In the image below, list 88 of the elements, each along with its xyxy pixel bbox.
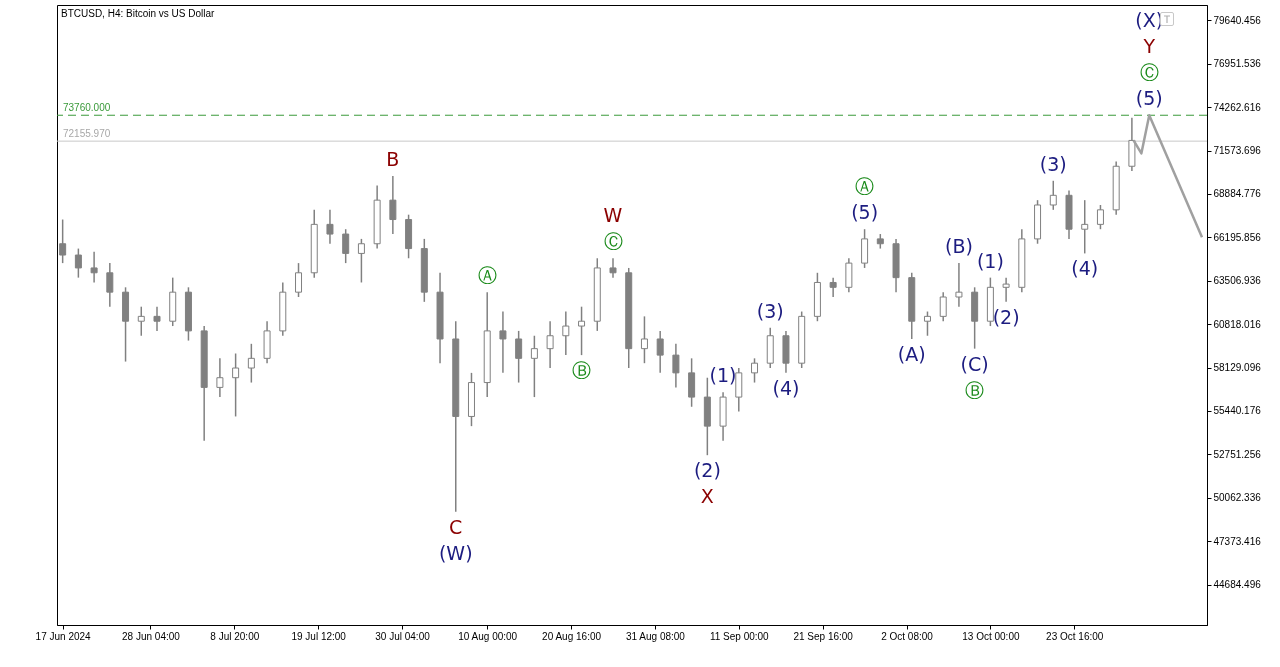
candlestick xyxy=(955,262,963,308)
y-tick-label: 60818.016 xyxy=(1213,318,1262,330)
x-tick-label: 20 Aug 16:00 xyxy=(542,630,602,642)
annotation: (2) xyxy=(992,305,1020,328)
y-tick-label: 58129.096 xyxy=(1213,362,1262,374)
candlestick xyxy=(640,315,648,364)
candlestick xyxy=(1081,199,1089,255)
x-tick-label: 17 Jun 2024 xyxy=(35,630,92,642)
y-tick-label: 47373.416 xyxy=(1213,535,1262,547)
x-tick-label: 13 Oct 00:00 xyxy=(962,630,1020,642)
candlestick xyxy=(578,305,586,356)
candlestick xyxy=(562,310,570,356)
annotation: (1) xyxy=(709,364,737,387)
y-tick-label: 76951.536 xyxy=(1213,58,1262,70)
y-tick-label: 74262.616 xyxy=(1213,101,1262,113)
annotation: (W) xyxy=(438,541,473,564)
y-tick-label: 79640.456 xyxy=(1213,14,1262,26)
candlestick xyxy=(1002,276,1010,303)
candlestick xyxy=(1049,180,1057,211)
x-tick-label: 19 Jul 12:00 xyxy=(291,630,347,642)
candlestick xyxy=(247,343,255,384)
x-tick-label: 10 Aug 00:00 xyxy=(458,630,518,642)
x-tick-label: 23 Oct 16:00 xyxy=(1046,630,1104,642)
candlestick xyxy=(656,330,664,374)
annotation: Y xyxy=(1142,35,1156,58)
candlestick xyxy=(499,310,507,374)
annotation: (C) xyxy=(960,352,989,375)
candlestick xyxy=(295,262,303,298)
candlestick xyxy=(672,343,680,389)
candlestick xyxy=(59,218,67,264)
y-tick-label: 63506.936 xyxy=(1213,275,1262,287)
annotation: (B) xyxy=(944,235,973,258)
candlestick xyxy=(153,305,161,332)
x-tick-label: 28 Jun 04:00 xyxy=(122,630,181,642)
candlestick xyxy=(751,357,759,384)
candlestick xyxy=(357,238,365,284)
x-tick-label: 11 Sep 00:00 xyxy=(709,630,770,642)
y-tick-label: 52751.256 xyxy=(1213,448,1262,460)
annotation: B xyxy=(386,147,400,170)
candlestick xyxy=(515,330,523,384)
annotation: X xyxy=(700,485,714,508)
candlestick xyxy=(546,320,554,369)
annotation: W xyxy=(603,204,623,227)
annotation: Ⓐ xyxy=(855,175,875,198)
candlestick xyxy=(939,291,947,322)
candlestick xyxy=(90,251,98,284)
chart-title: BTCUSD, H4: Bitcoin vs US Dollar xyxy=(61,8,216,19)
annotation: (3) xyxy=(756,299,784,322)
y-tick-label: 55440.176 xyxy=(1213,405,1262,417)
candlestick xyxy=(326,209,334,245)
x-tick-label: 8 Jul 20:00 xyxy=(210,630,260,642)
candlestick xyxy=(530,334,538,398)
annotation: (5) xyxy=(851,201,879,224)
annotation: (4) xyxy=(1071,257,1099,280)
annotation: (3) xyxy=(1039,152,1067,175)
x-tick-label: 21 Sep 16:00 xyxy=(793,630,854,642)
annotation: Ⓑ xyxy=(965,378,985,401)
annotation: (4) xyxy=(772,376,800,399)
annotation: Ⓒ xyxy=(603,230,623,253)
annotation: Ⓒ xyxy=(1139,61,1159,84)
candlestick xyxy=(342,228,350,264)
candlestick xyxy=(232,352,240,418)
annotation: (5) xyxy=(1135,87,1163,110)
annotation: C xyxy=(449,515,463,538)
x-tick-label: 30 Jul 04:00 xyxy=(375,630,431,642)
x-tick-label: 2 Oct 08:00 xyxy=(881,630,934,642)
ref-line-label: 73760.000 xyxy=(63,102,111,114)
y-tick-label: 44684.496 xyxy=(1213,579,1262,591)
annotation: (A) xyxy=(897,342,926,365)
candlestick xyxy=(74,247,82,279)
candlestick xyxy=(923,310,931,337)
candlestick xyxy=(106,262,114,308)
candlestick xyxy=(137,305,145,337)
y-tick-label: 71573.696 xyxy=(1213,145,1262,157)
y-tick-label: 68884.776 xyxy=(1213,188,1262,200)
candlestick xyxy=(216,357,224,398)
candlestick xyxy=(609,257,617,279)
y-tick-label: 50062.336 xyxy=(1213,492,1262,504)
x-tick-label: 31 Aug 08:00 xyxy=(625,630,686,642)
annotation: Ⓑ xyxy=(572,359,592,382)
ref-line-label: 72155.970 xyxy=(63,128,111,140)
annotation: Ⓐ xyxy=(477,264,497,287)
candlestick xyxy=(389,175,397,235)
annotation: (2) xyxy=(693,459,721,482)
candlestick xyxy=(829,276,837,298)
annotation: (1) xyxy=(976,249,1004,272)
y-tick-label: 66195.856 xyxy=(1213,231,1262,243)
candlestick xyxy=(1096,204,1104,230)
